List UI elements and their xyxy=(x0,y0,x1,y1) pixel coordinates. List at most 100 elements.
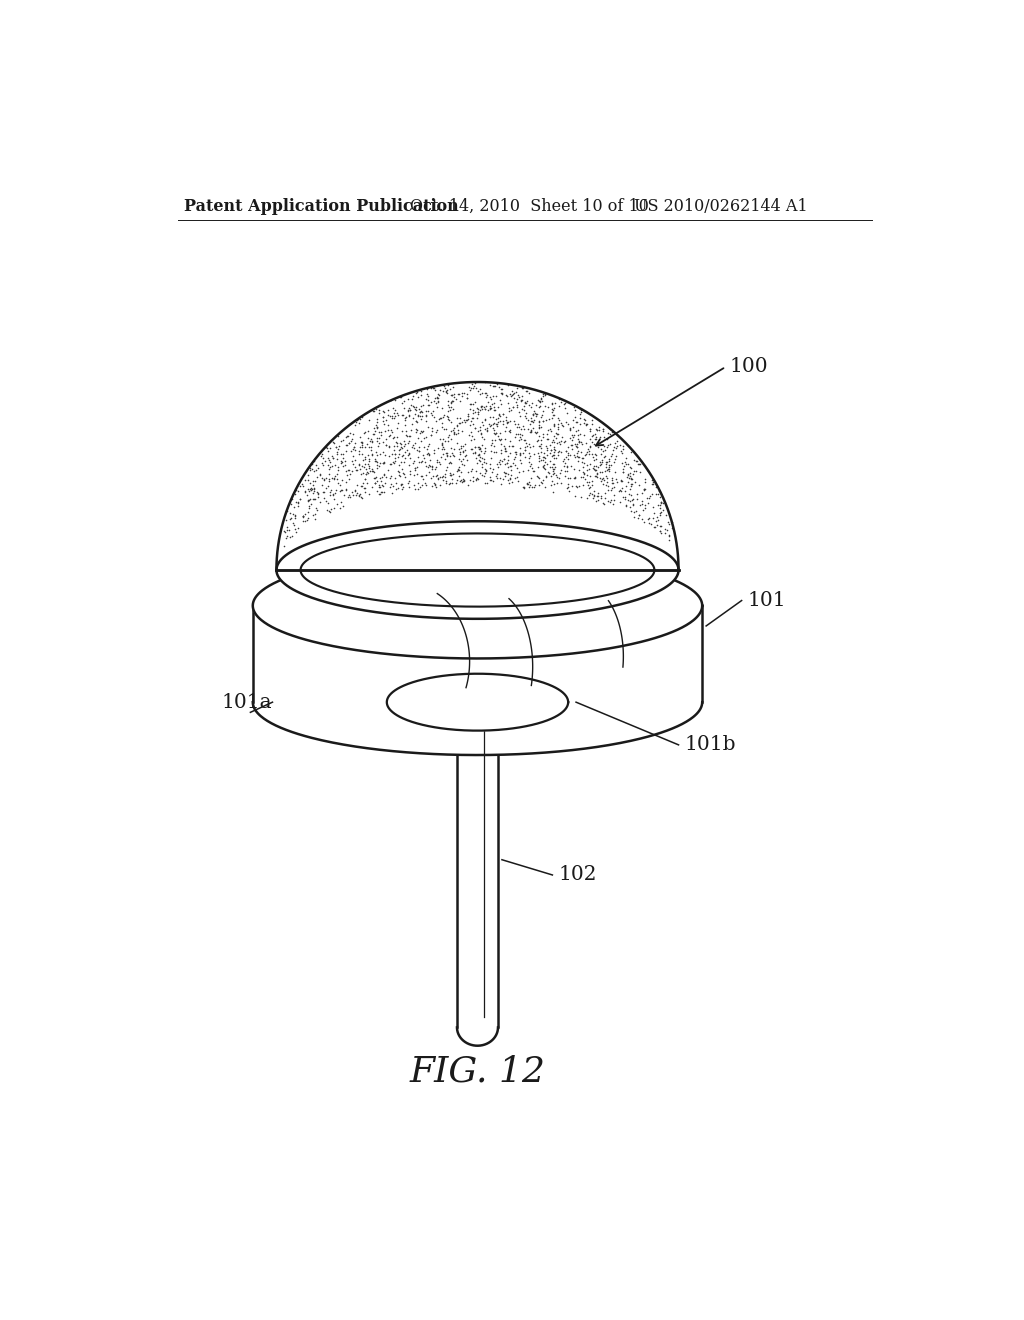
Point xyxy=(481,466,498,487)
Point xyxy=(330,438,346,459)
Point xyxy=(397,411,414,432)
Point xyxy=(343,429,359,450)
Point xyxy=(508,444,524,465)
Point xyxy=(517,440,534,461)
Point xyxy=(485,375,502,396)
Point xyxy=(487,422,504,444)
Point xyxy=(369,428,385,449)
Point xyxy=(437,466,454,487)
Point xyxy=(383,389,399,411)
Point xyxy=(457,412,473,433)
Point xyxy=(432,475,449,496)
Point xyxy=(470,437,486,458)
Point xyxy=(338,478,354,499)
Point xyxy=(629,488,645,510)
Point xyxy=(553,430,569,451)
Point xyxy=(498,463,514,484)
Point xyxy=(595,418,611,440)
Point xyxy=(515,396,531,417)
Point xyxy=(512,405,528,426)
Point xyxy=(422,392,438,413)
Point xyxy=(482,454,499,475)
Point xyxy=(376,413,392,434)
Point xyxy=(322,457,338,478)
Point xyxy=(387,444,403,465)
Point xyxy=(338,426,354,447)
Point xyxy=(484,393,501,414)
Point xyxy=(442,465,459,486)
Point xyxy=(606,437,623,458)
Point xyxy=(434,397,451,418)
Point xyxy=(621,467,637,488)
Point xyxy=(399,400,416,421)
Point xyxy=(380,405,396,426)
Point xyxy=(381,437,397,458)
Point xyxy=(427,477,443,498)
Point xyxy=(636,512,652,533)
Point xyxy=(507,426,523,447)
Point xyxy=(297,511,313,532)
Point xyxy=(418,401,434,422)
Point xyxy=(372,451,388,473)
Point xyxy=(575,455,592,477)
Point xyxy=(380,414,396,436)
Point xyxy=(517,380,534,401)
Point xyxy=(474,426,490,447)
Point xyxy=(470,403,486,424)
Point xyxy=(290,496,306,517)
Point xyxy=(620,454,636,475)
Point xyxy=(603,473,620,494)
Point xyxy=(598,451,614,473)
Point xyxy=(431,380,447,401)
Point xyxy=(592,451,608,473)
Point xyxy=(317,478,334,499)
Point xyxy=(482,396,499,417)
Point xyxy=(395,463,412,484)
Point xyxy=(381,436,397,457)
Point xyxy=(389,403,406,424)
Point xyxy=(324,455,340,477)
Point xyxy=(350,454,367,475)
Point xyxy=(288,521,304,543)
Point xyxy=(557,446,573,467)
Point xyxy=(508,381,524,403)
Point xyxy=(465,408,481,429)
Point xyxy=(384,405,400,426)
Point xyxy=(428,411,444,432)
Point xyxy=(538,466,554,487)
Point xyxy=(307,471,324,492)
Point xyxy=(545,480,561,502)
Point xyxy=(506,387,522,408)
Point xyxy=(400,444,417,465)
Point xyxy=(440,409,457,430)
Point xyxy=(462,393,478,414)
Point xyxy=(571,475,588,496)
Point xyxy=(493,442,509,463)
Point xyxy=(611,434,628,455)
Point xyxy=(369,417,385,438)
Point xyxy=(409,457,425,478)
Point xyxy=(368,399,384,420)
Point xyxy=(411,441,427,462)
Point xyxy=(357,463,374,484)
Point xyxy=(469,401,485,422)
Point xyxy=(524,392,541,413)
Point xyxy=(392,466,409,487)
Point xyxy=(423,376,439,397)
Point xyxy=(483,470,500,491)
Point xyxy=(606,451,623,473)
Point xyxy=(457,433,473,454)
Point xyxy=(516,477,532,498)
Point xyxy=(458,445,474,466)
Point xyxy=(545,400,561,421)
Point xyxy=(306,478,323,499)
Point xyxy=(369,408,385,429)
Point xyxy=(471,445,487,466)
Point xyxy=(506,383,522,404)
Point xyxy=(420,442,436,463)
Point xyxy=(593,454,609,475)
Point xyxy=(411,451,427,473)
Point xyxy=(539,424,555,445)
Point xyxy=(279,520,295,541)
Point xyxy=(434,433,451,454)
